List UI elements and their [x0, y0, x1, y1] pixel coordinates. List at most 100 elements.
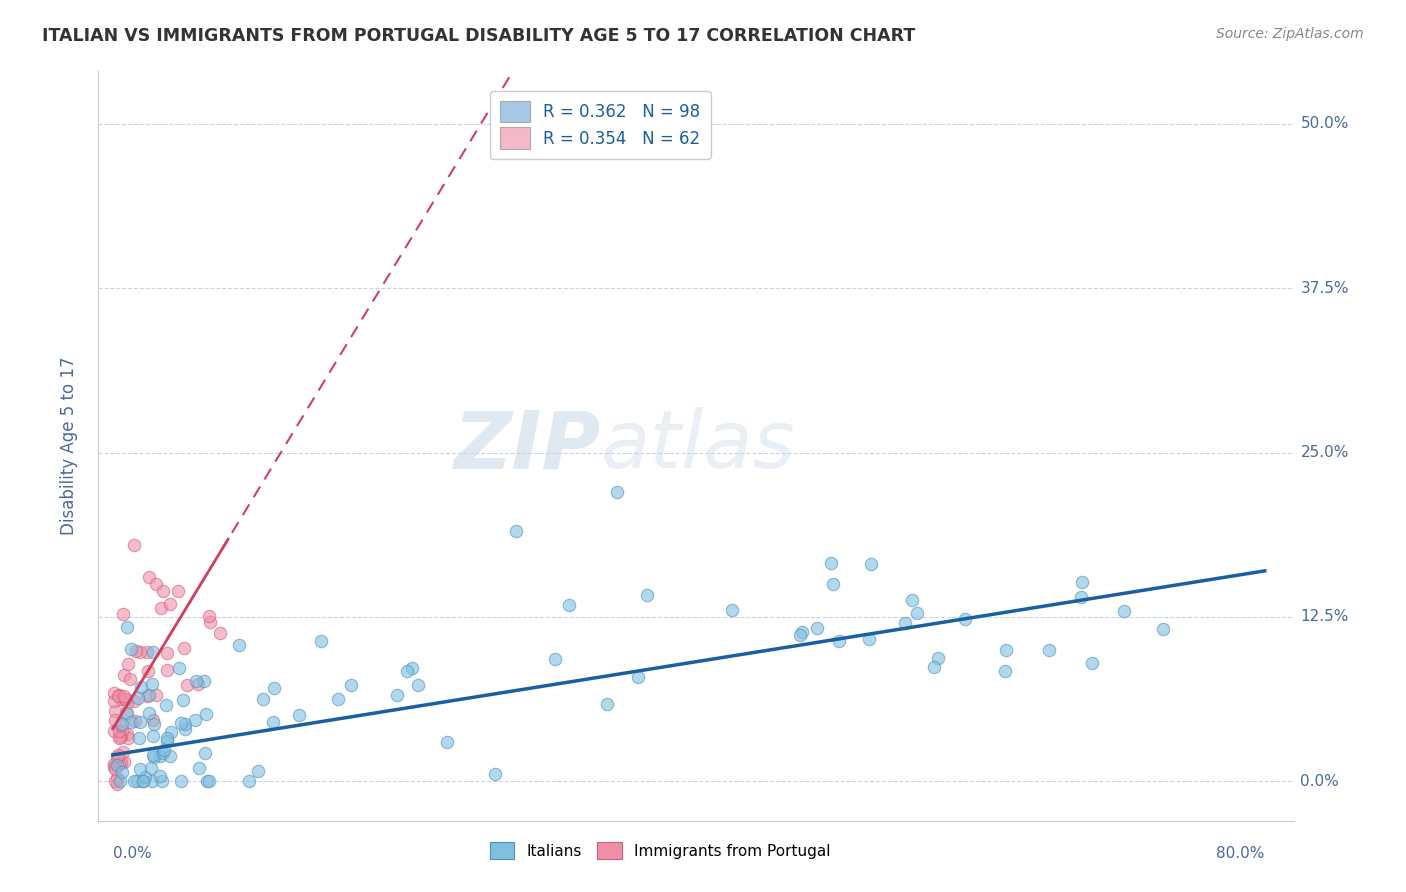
Point — [122, 774, 145, 789]
Point — [129, 715, 152, 730]
Point — [138, 688, 160, 702]
Point — [159, 597, 181, 611]
Point — [828, 634, 851, 648]
Point — [124, 714, 146, 728]
Point — [252, 691, 274, 706]
Point — [107, 748, 129, 763]
Point — [117, 657, 139, 671]
Point — [104, 704, 127, 718]
Text: 50.0%: 50.0% — [1301, 117, 1348, 131]
Point — [187, 761, 209, 775]
Point — [134, 770, 156, 784]
Point — [150, 774, 173, 789]
Point — [114, 668, 136, 682]
Text: ZIP: ZIP — [453, 407, 600, 485]
Point — [821, 577, 844, 591]
Point — [141, 677, 163, 691]
Point — [142, 645, 165, 659]
Text: 80.0%: 80.0% — [1216, 846, 1265, 861]
Text: 12.5%: 12.5% — [1301, 609, 1348, 624]
Point — [173, 640, 195, 655]
Point — [339, 678, 361, 692]
Point — [104, 762, 127, 776]
Point — [953, 612, 976, 626]
Point — [111, 765, 134, 780]
Point — [1152, 622, 1174, 636]
Point — [120, 642, 142, 657]
Text: 0.0%: 0.0% — [1301, 773, 1339, 789]
Point — [198, 774, 221, 789]
Text: Source: ZipAtlas.com: Source: ZipAtlas.com — [1216, 27, 1364, 41]
Point — [406, 678, 429, 692]
Point — [170, 715, 193, 730]
Point — [111, 607, 134, 621]
Point — [858, 632, 880, 646]
Point — [155, 663, 177, 677]
Point — [103, 756, 125, 771]
Point — [806, 621, 828, 635]
Point — [401, 661, 423, 675]
Point — [143, 717, 166, 731]
Point — [263, 681, 285, 695]
Point — [141, 774, 163, 789]
Point — [169, 661, 191, 675]
Point — [170, 774, 193, 789]
Point — [893, 616, 915, 631]
Y-axis label: Disability Age 5 to 17: Disability Age 5 to 17 — [59, 357, 77, 535]
Point — [142, 713, 165, 727]
Point — [103, 723, 125, 738]
Point — [104, 774, 127, 789]
Point — [103, 760, 125, 774]
Point — [107, 689, 129, 703]
Point — [924, 660, 946, 674]
Point — [115, 706, 138, 720]
Point — [184, 673, 207, 688]
Point — [104, 713, 127, 727]
Point — [905, 606, 928, 620]
Point — [246, 764, 269, 778]
Point — [195, 774, 218, 789]
Point — [111, 745, 134, 759]
Point — [105, 777, 128, 791]
Point — [121, 715, 143, 730]
Point — [156, 733, 179, 747]
Point — [198, 608, 221, 623]
Point — [1070, 574, 1092, 589]
Legend: Italians, Immigrants from Portugal: Italians, Immigrants from Portugal — [484, 836, 837, 865]
Point — [138, 706, 160, 720]
Text: atlas: atlas — [600, 407, 796, 485]
Point — [103, 694, 125, 708]
Point — [129, 645, 152, 659]
Point — [153, 743, 176, 757]
Point — [152, 583, 174, 598]
Point — [238, 774, 260, 789]
Point — [387, 688, 409, 702]
Point — [107, 723, 129, 738]
Point — [790, 625, 813, 640]
Point — [110, 718, 132, 732]
Point — [172, 692, 194, 706]
Point — [111, 724, 134, 739]
Point — [159, 724, 181, 739]
Point — [108, 730, 131, 744]
Point — [994, 642, 1017, 657]
Point — [142, 730, 165, 744]
Point — [105, 750, 128, 764]
Text: ITALIAN VS IMMIGRANTS FROM PORTUGAL DISABILITY AGE 5 TO 17 CORRELATION CHART: ITALIAN VS IMMIGRANTS FROM PORTUGAL DISA… — [42, 27, 915, 45]
Point — [110, 729, 132, 743]
Point — [596, 697, 619, 711]
Point — [110, 691, 132, 706]
Point — [114, 691, 136, 706]
Point — [132, 774, 155, 789]
Point — [136, 689, 159, 703]
Point — [115, 696, 138, 710]
Point — [111, 717, 134, 731]
Point — [124, 644, 146, 658]
Point — [328, 692, 350, 706]
Point — [155, 698, 177, 712]
Point — [558, 599, 581, 613]
Point — [901, 592, 924, 607]
Point — [209, 626, 232, 640]
Point — [112, 689, 135, 703]
Point — [142, 747, 165, 762]
